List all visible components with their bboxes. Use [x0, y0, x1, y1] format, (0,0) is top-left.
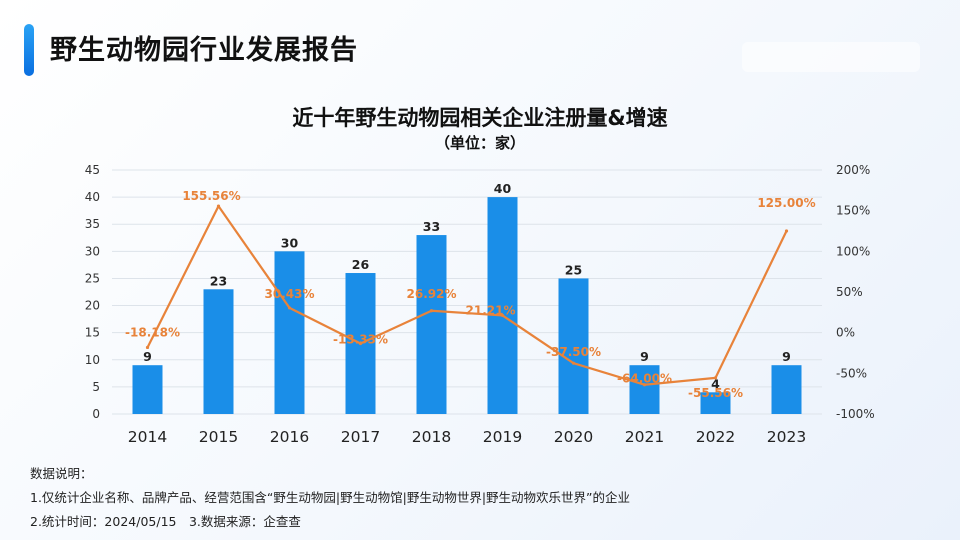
bar [416, 235, 447, 414]
notes-line-1: 1.仅统计企业名称、品牌产品、经营范围含“野生动物园|野生动物馆|野生动物世界|… [30, 490, 631, 505]
growth-point [713, 376, 718, 380]
growth-point [429, 309, 434, 313]
notes-line-2: 2.统计时间：2024/05/15 3.数据来源：企查查 [30, 514, 301, 529]
growth-point [571, 361, 576, 365]
header-placeholder-box [742, 42, 920, 72]
y-left-tick-label: 10 [85, 353, 100, 367]
growth-point [500, 313, 505, 318]
x-tick-label: 2021 [625, 428, 664, 446]
bar-value-label: 9 [143, 349, 152, 364]
x-tick-label: 2017 [341, 428, 380, 446]
growth-value-label: -37.50% [546, 345, 601, 359]
x-tick-label: 2023 [767, 428, 806, 446]
bar-value-label: 40 [494, 181, 512, 196]
growth-value-label: -64.00% [617, 372, 672, 386]
title-accent-bar [24, 24, 34, 76]
data-notes: 数据说明： 1.仅统计企业名称、品牌产品、经营范围含“野生动物园|野生动物馆|野… [30, 462, 630, 534]
x-tick-label: 2014 [128, 428, 167, 446]
growth-point [358, 341, 363, 346]
y-left-tick-label: 40 [85, 190, 100, 204]
bar-value-label: 9 [640, 349, 649, 364]
x-tick-label: 2018 [412, 428, 451, 446]
y-right-tick-label: 200% [836, 163, 870, 177]
bar-value-label: 30 [281, 235, 299, 250]
bar-value-label: 25 [565, 262, 582, 277]
bar [629, 365, 660, 414]
growth-point [145, 345, 150, 350]
y-left-tick-label: 0 [92, 407, 100, 421]
page-title: 野生动物园行业发展报告 [50, 35, 358, 66]
bar [203, 289, 234, 414]
x-tick-label: 2016 [270, 428, 309, 446]
y-right-tick-label: 150% [836, 204, 870, 218]
y-right-tick-label: 100% [836, 244, 870, 258]
growth-value-label: 26.92% [407, 287, 457, 301]
growth-point [287, 306, 292, 310]
growth-line [146, 205, 788, 386]
growth-value-label: 30.43% [265, 287, 315, 301]
bar-value-label: 4 [711, 376, 720, 391]
y-left-tick-label: 35 [85, 217, 100, 231]
bar [132, 365, 163, 414]
y-left-tick-label: 25 [85, 271, 100, 285]
bar [558, 278, 589, 414]
chart-title: 近十年野生动物园相关企业注册量&增速 [292, 106, 668, 130]
bar [771, 365, 802, 414]
y-left-tick-label: 45 [85, 163, 100, 177]
growth-point [216, 204, 221, 208]
growth-value-label: 155.56% [182, 189, 240, 203]
chart-subtitle: （单位：家） [434, 134, 525, 152]
growth-point [784, 229, 789, 233]
y-left-tick-label: 20 [85, 299, 100, 313]
y-right-tick-label: -100% [836, 407, 875, 421]
bar [487, 197, 518, 414]
growth-value-label: -13.33% [333, 333, 388, 347]
bar-value-label: 26 [352, 257, 370, 272]
y-right-tick-label: 0% [836, 326, 855, 340]
bar-value-label: 9 [782, 349, 791, 364]
bar [700, 392, 731, 414]
y-left-tick-label: 5 [92, 380, 100, 394]
y-right-tick-label: 50% [836, 285, 863, 299]
y-right-tick-label: -50% [836, 366, 867, 380]
y-left-tick-label: 30 [85, 244, 100, 258]
bar [274, 251, 305, 414]
x-tick-label: 2019 [483, 428, 522, 446]
bar-value-label: 33 [423, 219, 440, 234]
growth-value-label: -55.56% [688, 386, 743, 400]
growth-value-label: -18.18% [125, 325, 180, 339]
growth-value-label: 21.21% [466, 303, 516, 317]
x-tick-label: 2020 [554, 428, 593, 446]
x-tick-label: 2022 [696, 428, 735, 446]
notes-heading: 数据说明： [30, 466, 93, 481]
bar-value-label: 23 [210, 273, 227, 288]
x-tick-label: 2015 [199, 428, 238, 446]
y-left-tick-label: 15 [85, 326, 100, 340]
growth-value-label: 125.00% [757, 196, 815, 210]
growth-point [642, 383, 647, 387]
